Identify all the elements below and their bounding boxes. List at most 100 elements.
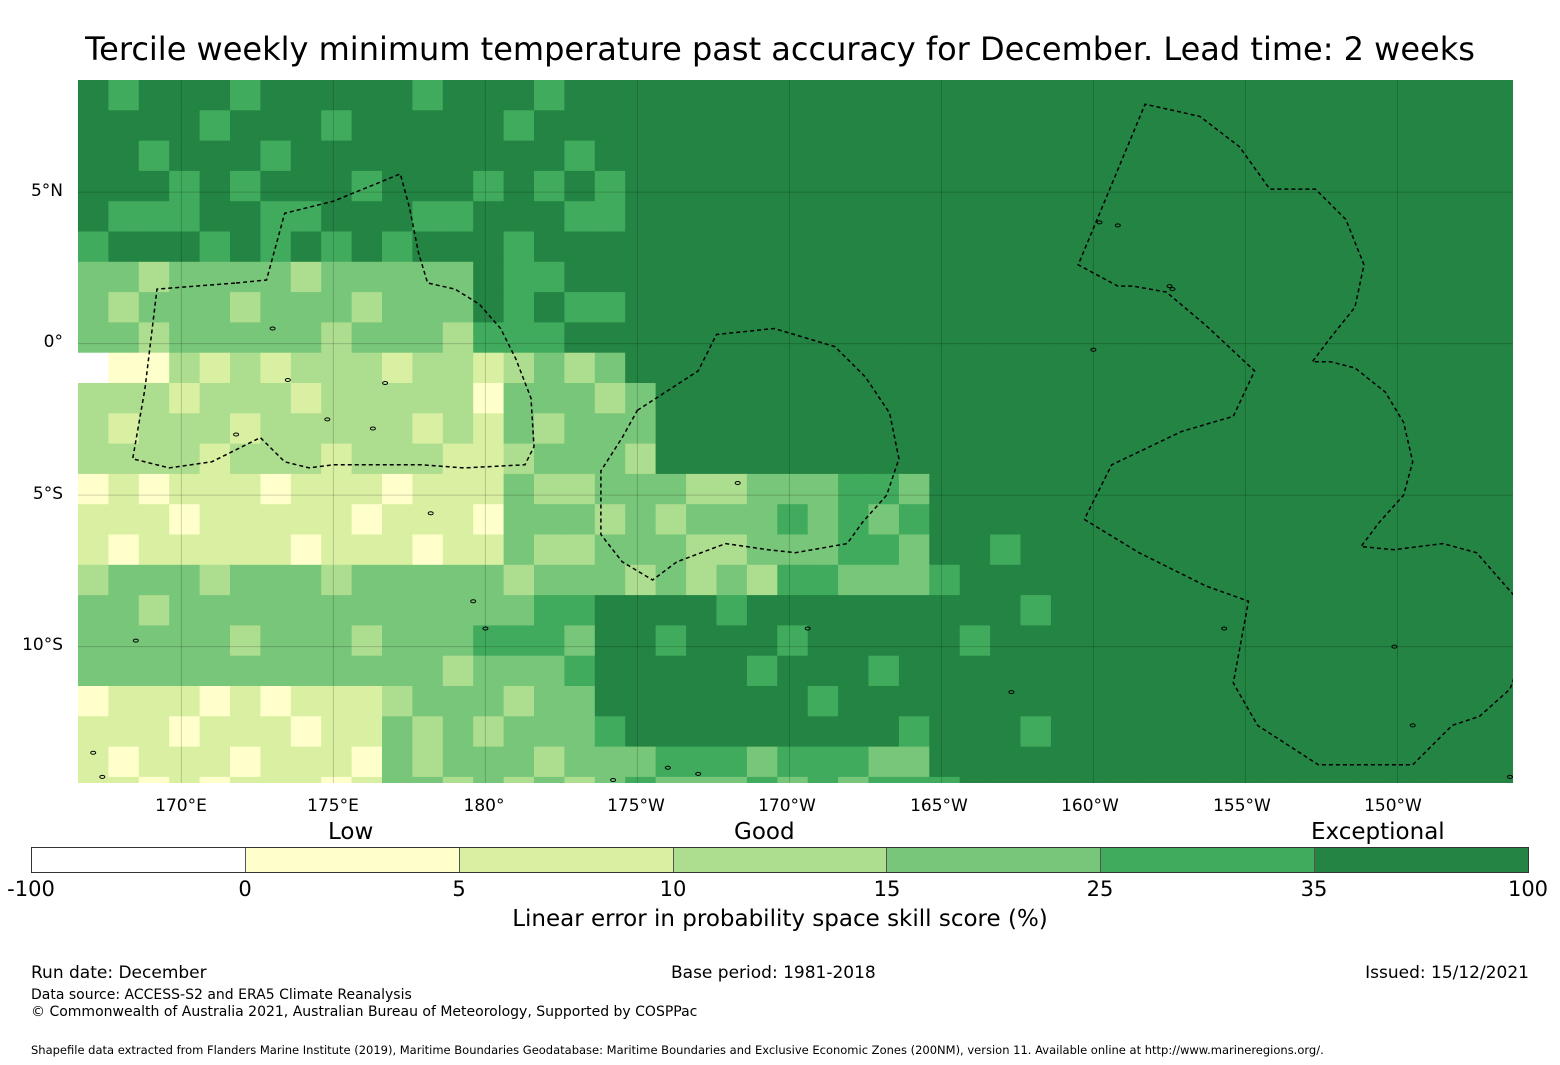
skill-cell [990, 564, 1022, 596]
skill-cell [655, 110, 687, 142]
colorbar-segment [887, 848, 1102, 872]
skill-cell [1142, 473, 1174, 505]
skill-cell [503, 201, 535, 233]
skill-cell [990, 413, 1022, 445]
skill-cell [1233, 504, 1265, 536]
island-outline [132, 638, 139, 643]
skill-cell [412, 413, 444, 445]
skill-cell [777, 352, 809, 384]
skill-cell [290, 534, 322, 566]
skill-cell [1415, 473, 1447, 505]
skill-cell [594, 504, 626, 536]
skill-cell [1020, 261, 1052, 293]
skill-cell [1172, 655, 1204, 687]
skill-cell [777, 534, 809, 566]
base-period: Base period: 1981-2018 [671, 963, 876, 983]
skill-cell [1506, 534, 1513, 566]
skill-cell [78, 170, 109, 202]
skill-cell [1385, 170, 1417, 202]
skill-cell [321, 655, 353, 687]
skill-cell [503, 746, 535, 778]
skill-cell [716, 261, 748, 293]
skill-cell [959, 625, 991, 657]
skill-cell [746, 776, 778, 783]
skill-cell [959, 655, 991, 687]
skill-cell [260, 140, 292, 172]
island-outline [90, 750, 97, 755]
skill-cell [838, 292, 870, 323]
skill-cell [1263, 201, 1295, 233]
skill-cell [959, 292, 991, 323]
skill-cell [169, 655, 201, 687]
skill-cell [1050, 110, 1082, 142]
skill-cell [1202, 746, 1234, 778]
skill-cell [1476, 383, 1508, 414]
skill-cell [1202, 686, 1234, 717]
skill-cell [1263, 170, 1295, 202]
skill-cell [473, 625, 505, 657]
skill-cell [868, 261, 900, 293]
skill-cell [564, 80, 596, 111]
skill-cell [838, 352, 870, 384]
skill-cell [1354, 352, 1386, 384]
skill-cell [1202, 170, 1234, 202]
skill-cell [868, 534, 900, 566]
skill-cell [534, 776, 565, 783]
skill-cell [382, 655, 413, 687]
skill-cell [442, 383, 474, 414]
skill-cell [1233, 595, 1265, 626]
skill-cell [1172, 473, 1204, 505]
skill-cell [1385, 201, 1417, 233]
skill-cell [108, 746, 140, 778]
skill-cell [868, 776, 900, 783]
skill-cell [1385, 716, 1417, 748]
skill-cell [1263, 776, 1295, 783]
skill-cell [1020, 140, 1052, 172]
skill-cell [625, 110, 657, 142]
skill-cell [1142, 110, 1174, 142]
skill-cell [321, 383, 353, 414]
skill-cell [199, 80, 231, 111]
skill-cell [1446, 140, 1478, 172]
colorbar-segment [1315, 848, 1529, 872]
skill-cell [1446, 504, 1478, 536]
skill-cell [807, 443, 839, 475]
skill-cell [199, 625, 231, 657]
lat-label-5n: 5°N [30, 181, 63, 201]
skill-cell [1020, 716, 1052, 748]
skill-cell [1324, 655, 1356, 687]
skill-cell [1263, 595, 1295, 626]
skill-cell [716, 655, 748, 687]
skill-cell [351, 292, 383, 323]
skill-cell [1233, 352, 1265, 384]
skill-cell [777, 655, 809, 687]
skill-cell [412, 261, 444, 293]
skill-cell [290, 140, 322, 172]
skill-cell [686, 261, 718, 293]
skill-cell [382, 625, 413, 657]
skill-cell [990, 231, 1022, 263]
island-outline [1008, 690, 1015, 695]
skill-cell [898, 292, 930, 323]
skill-cell [929, 534, 961, 566]
skill-cell [382, 473, 413, 505]
skill-cell [108, 504, 140, 536]
skill-cell [351, 413, 383, 445]
skill-cell [1324, 110, 1356, 142]
skill-cell [351, 473, 383, 505]
skill-cell [868, 473, 900, 505]
skill-cell [503, 352, 535, 384]
skill-cell [1111, 595, 1143, 626]
skill-cell [108, 201, 140, 233]
skill-cell [1263, 473, 1295, 505]
skill-cell [260, 292, 292, 323]
skill-cell [1050, 170, 1082, 202]
skill-cell [412, 443, 444, 475]
skill-cell [1233, 322, 1265, 354]
skill-cell [1294, 80, 1326, 111]
skill-cell [686, 413, 718, 445]
skill-cell [534, 140, 565, 172]
skill-cell [473, 655, 505, 687]
skill-cell [1476, 231, 1508, 263]
skill-cell [199, 261, 231, 293]
